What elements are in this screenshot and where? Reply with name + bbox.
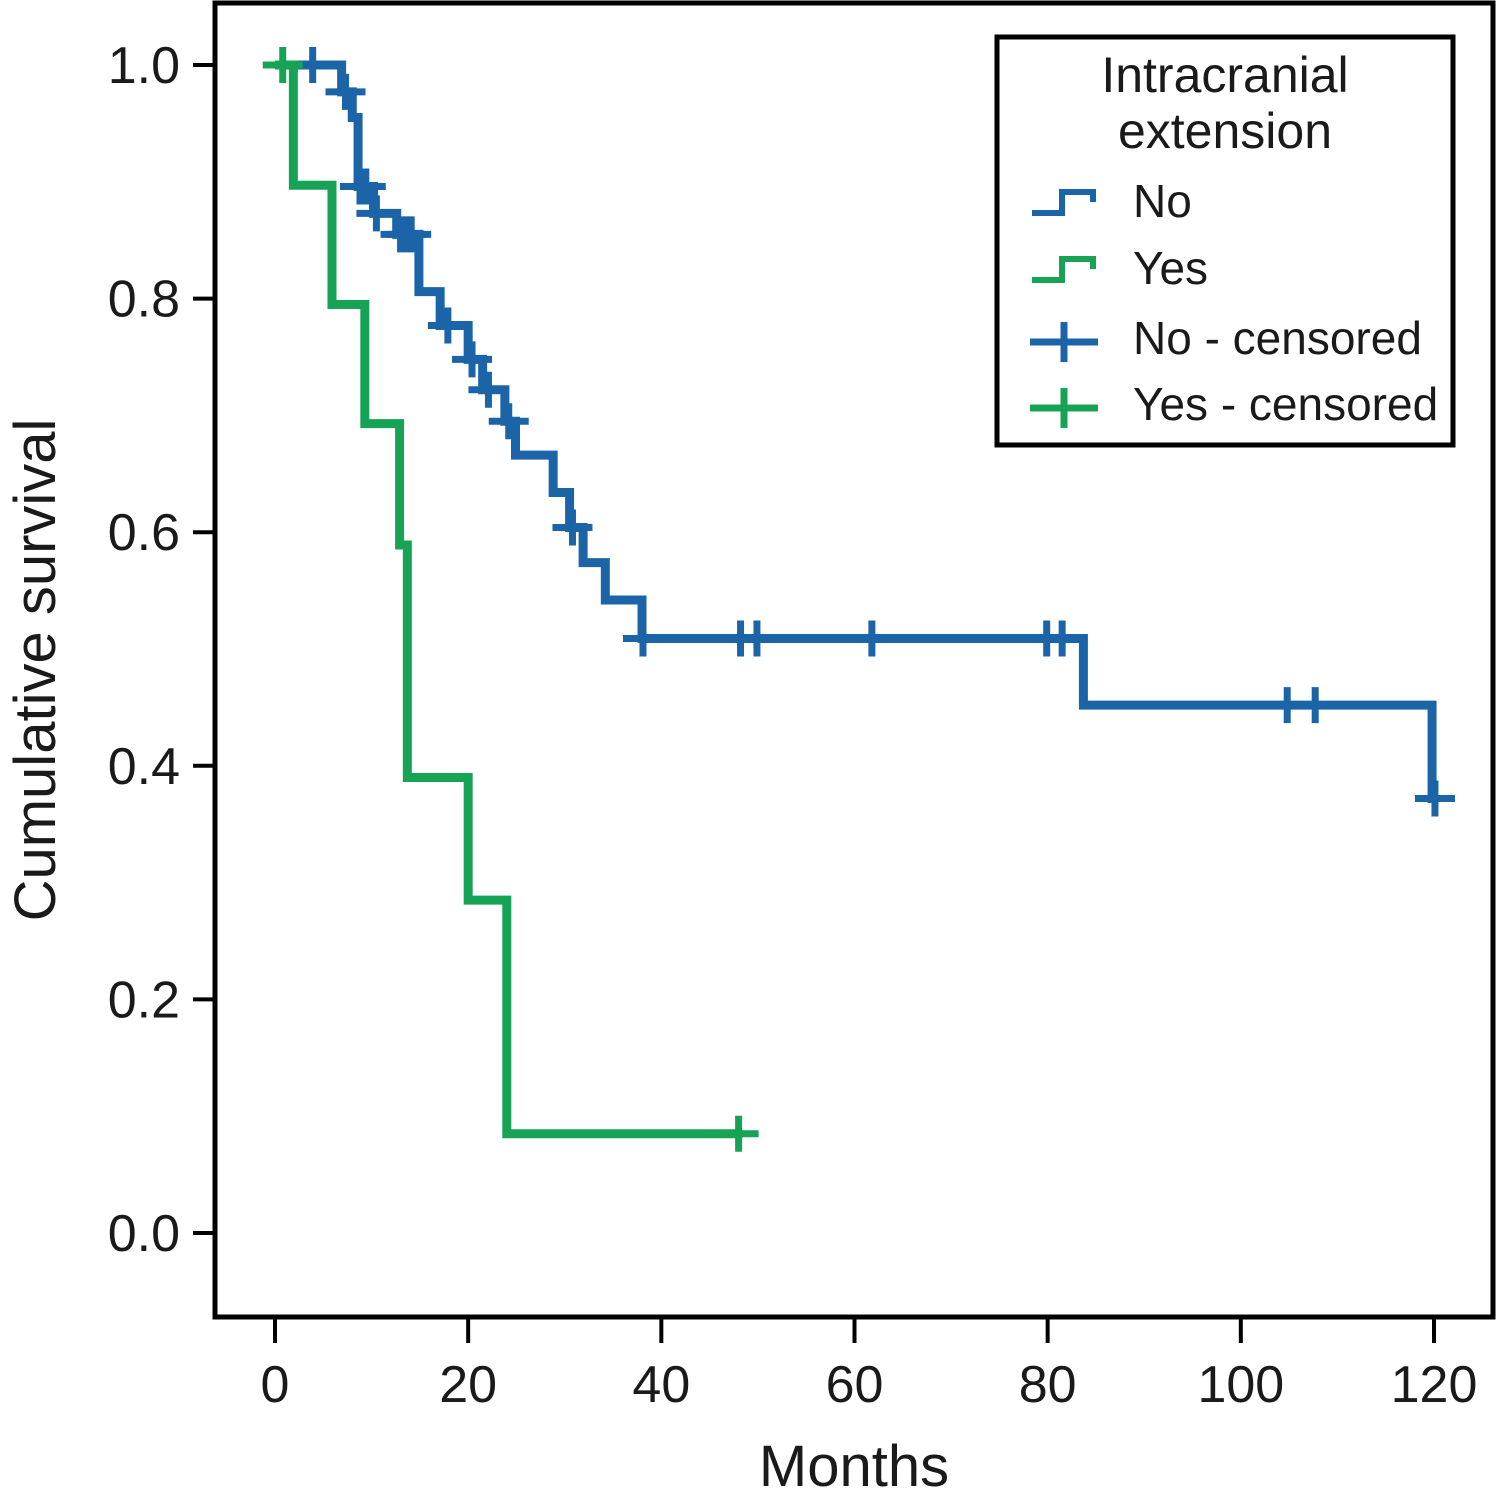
y-tick-label: 0.2: [108, 971, 180, 1029]
legend-title: extension: [1118, 103, 1332, 159]
x-tick-label: 40: [632, 1356, 690, 1414]
y-axis-title: Cumulative survival: [3, 419, 68, 922]
legend-item-label: Yes: [1133, 242, 1208, 294]
y-tick-label: 0.8: [108, 271, 180, 329]
y-tick-label: 0.6: [108, 504, 180, 562]
legend-item-label: Yes - censored: [1133, 378, 1438, 430]
x-tick-label: 60: [826, 1356, 884, 1414]
x-tick-label: 120: [1391, 1356, 1478, 1414]
survival-curve-yes: [275, 60, 743, 1139]
y-tick-label: 0.4: [108, 738, 180, 796]
y-tick-label: 0.0: [108, 1205, 180, 1263]
x-tick-label: 100: [1197, 1356, 1284, 1414]
legend-title: Intracranial: [1101, 47, 1348, 103]
legend-box: [994, 34, 1456, 448]
y-tick-label: 1.0: [108, 37, 180, 95]
x-tick-label: 80: [1019, 1356, 1077, 1414]
x-axis-title: Months: [759, 1434, 949, 1499]
legend-item-label: No: [1133, 175, 1192, 227]
x-tick-label: 20: [439, 1356, 497, 1414]
legend-item-label: No - censored: [1133, 312, 1422, 364]
x-tick-label: 0: [261, 1356, 290, 1414]
legend-step-glyph-no: [1032, 189, 1096, 216]
legend-step-glyph-yes: [1032, 256, 1096, 283]
